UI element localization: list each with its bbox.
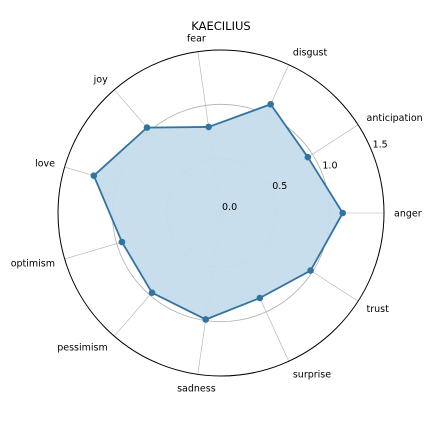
category-label-sadness: sadness bbox=[177, 384, 216, 395]
tick-label-3: 1.5 bbox=[373, 140, 388, 151]
point-disgust bbox=[267, 101, 274, 108]
series-layer bbox=[90, 101, 346, 323]
tick-label-2: 1.0 bbox=[322, 160, 337, 171]
category-label-love: love bbox=[35, 159, 55, 170]
chart-title: KAECILIUS bbox=[191, 19, 250, 33]
point-trust bbox=[307, 267, 314, 274]
point-love bbox=[90, 172, 97, 179]
tick-label-0: 0.0 bbox=[222, 202, 237, 213]
category-label-trust: trust bbox=[367, 304, 390, 315]
point-sadness bbox=[202, 316, 209, 323]
point-pessimism bbox=[149, 289, 156, 296]
point-anger bbox=[339, 210, 346, 217]
point-optimism bbox=[119, 239, 126, 246]
category-label-surprise: surprise bbox=[293, 370, 331, 381]
tick-label-1: 0.5 bbox=[272, 181, 287, 192]
category-label-disgust: disgust bbox=[293, 48, 328, 59]
category-label-optimism: optimism bbox=[11, 258, 55, 269]
category-label-anger: anger bbox=[394, 209, 422, 220]
category-label-joy: joy bbox=[93, 75, 108, 86]
category-label-pessimism: pessimism bbox=[57, 342, 108, 353]
category-label-anticipation: anticipation bbox=[367, 113, 423, 124]
point-joy bbox=[144, 124, 151, 131]
category-label-fear: fear bbox=[187, 33, 206, 44]
point-fear bbox=[205, 124, 212, 131]
point-anticipation bbox=[305, 154, 312, 161]
point-surprise bbox=[257, 295, 264, 302]
series-fill-0 bbox=[94, 104, 343, 319]
